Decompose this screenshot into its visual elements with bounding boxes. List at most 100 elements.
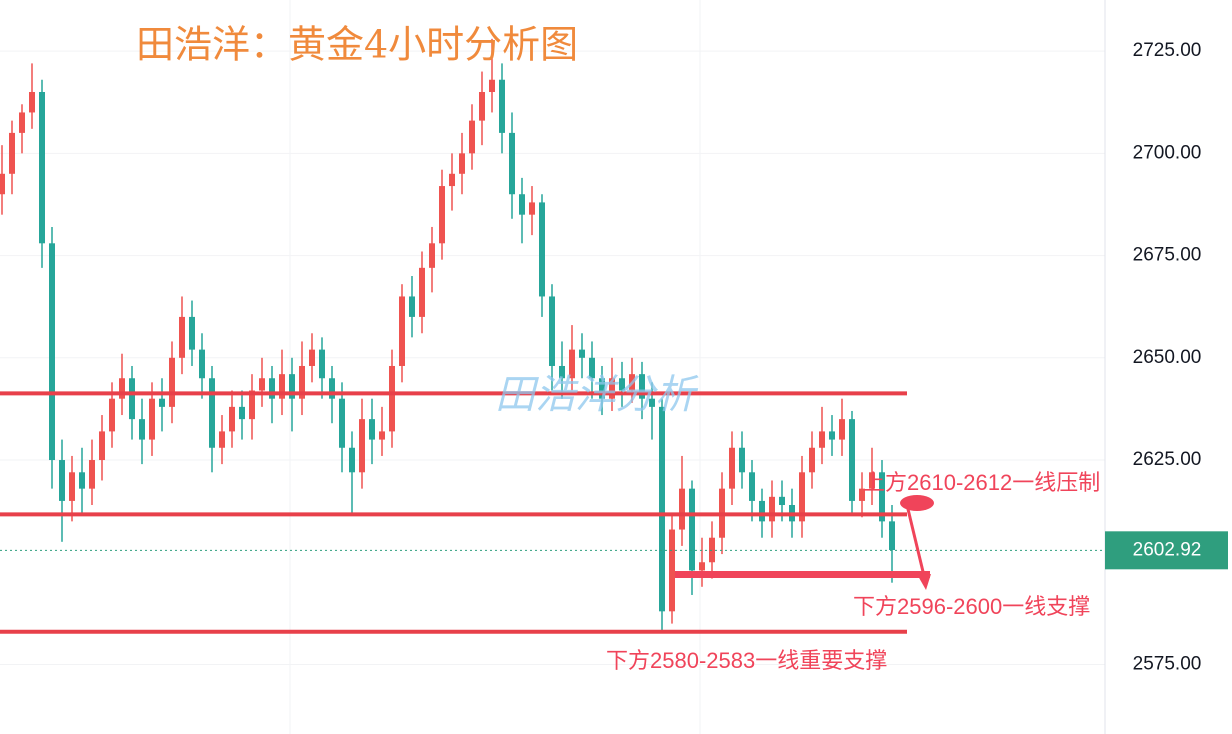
candle-body xyxy=(489,79,495,93)
candle-body xyxy=(869,472,875,489)
candle-body xyxy=(469,120,475,154)
candle-body xyxy=(159,398,165,407)
candle-body xyxy=(0,173,5,195)
candle-body xyxy=(599,378,605,399)
candle-body xyxy=(379,431,385,440)
candle-body xyxy=(519,194,525,215)
annotation: 上方2610-2612一线压制 xyxy=(863,470,1100,495)
candle-body xyxy=(29,92,35,113)
candle-body xyxy=(79,472,85,489)
candle-body xyxy=(249,390,255,420)
candle-body xyxy=(369,419,375,440)
y-tick-label: 2575.00 xyxy=(1133,654,1202,675)
candle-body xyxy=(319,349,325,379)
y-tick-label: 2625.00 xyxy=(1133,449,1202,470)
candle-body xyxy=(349,447,355,473)
candle-body xyxy=(739,447,745,473)
candle-body xyxy=(749,472,755,501)
candle-body xyxy=(9,132,15,174)
candle-body xyxy=(279,374,285,399)
candle-body xyxy=(779,496,785,506)
chart-title: 田浩洋：黄金4小时分析图 xyxy=(136,23,578,67)
candle-body xyxy=(219,431,225,448)
candle-body xyxy=(589,357,595,379)
arrow xyxy=(905,504,927,581)
y-tick-label: 2700.00 xyxy=(1133,142,1202,163)
candle-body xyxy=(799,472,805,522)
candle-body xyxy=(119,378,125,399)
candle-body xyxy=(39,92,45,244)
candle-body xyxy=(309,349,315,366)
candle-body xyxy=(229,406,235,432)
current-price-box xyxy=(1105,531,1228,570)
candle-body xyxy=(649,398,655,407)
candle-body xyxy=(639,374,645,399)
candle-body xyxy=(359,419,365,473)
candle-body xyxy=(669,529,675,612)
candle-body xyxy=(139,419,145,440)
candle-body xyxy=(839,419,845,440)
candle-body xyxy=(809,447,815,473)
candle-body xyxy=(759,500,765,522)
candle-body xyxy=(389,365,395,432)
candle-body xyxy=(179,316,185,358)
candle-body xyxy=(239,406,245,420)
candle-body xyxy=(69,472,75,501)
candle-body xyxy=(769,496,775,522)
candle-body xyxy=(449,173,455,187)
annotation: 下方2580-2583一线重要支撑 xyxy=(606,648,887,673)
candle-body xyxy=(689,488,695,571)
candle-body xyxy=(509,132,515,195)
arrow-head xyxy=(918,574,931,590)
candle-body xyxy=(559,365,565,379)
candle-body xyxy=(89,460,95,489)
y-tick-label: 2675.00 xyxy=(1133,245,1202,266)
candle-body xyxy=(459,153,465,174)
candle-body xyxy=(499,79,505,133)
price-axis: 2575.00 2625.00 2650.00 2675.00 2700.00 2725.… xyxy=(1105,40,1228,675)
candle-body xyxy=(569,349,575,379)
candle-body xyxy=(609,378,615,399)
candle-body xyxy=(439,186,445,244)
candle-body xyxy=(149,398,155,440)
candle-body xyxy=(329,378,335,399)
candle-body xyxy=(679,488,685,530)
candle-body xyxy=(859,488,865,501)
watermark: 田浩洋分析 xyxy=(495,372,699,418)
levels xyxy=(0,391,1105,634)
candle-body xyxy=(429,243,435,268)
candle-body xyxy=(539,202,545,297)
candle-body xyxy=(299,365,305,399)
annotation: 下方2596-2600一线支撑 xyxy=(853,594,1090,619)
candle-body xyxy=(889,521,895,550)
candle-body xyxy=(209,378,215,448)
candle-body xyxy=(99,431,105,461)
candle-body xyxy=(849,419,855,501)
candle-body xyxy=(189,316,195,350)
candle-body xyxy=(399,296,405,366)
candle-body xyxy=(579,349,585,358)
candle-body xyxy=(529,202,535,215)
candle-body xyxy=(49,243,55,461)
candle-body xyxy=(409,296,415,317)
candle-body xyxy=(829,431,835,440)
candle-body xyxy=(169,357,175,407)
y-tick-label: 2650.00 xyxy=(1133,347,1202,368)
candle-body xyxy=(419,267,425,317)
candle-body xyxy=(109,398,115,432)
candle-body xyxy=(59,460,65,501)
candle-body xyxy=(19,112,25,133)
candle-body xyxy=(619,378,625,391)
marker-oval xyxy=(900,495,934,511)
candle-body xyxy=(819,431,825,448)
candle-body xyxy=(339,398,345,448)
candle-body xyxy=(629,374,635,391)
candle-body xyxy=(659,406,665,612)
current-price-label: 2602.92 xyxy=(1133,539,1202,560)
candle-body xyxy=(199,349,205,379)
candle-body xyxy=(289,374,295,399)
candle-body xyxy=(129,378,135,420)
candle-body xyxy=(699,562,705,571)
